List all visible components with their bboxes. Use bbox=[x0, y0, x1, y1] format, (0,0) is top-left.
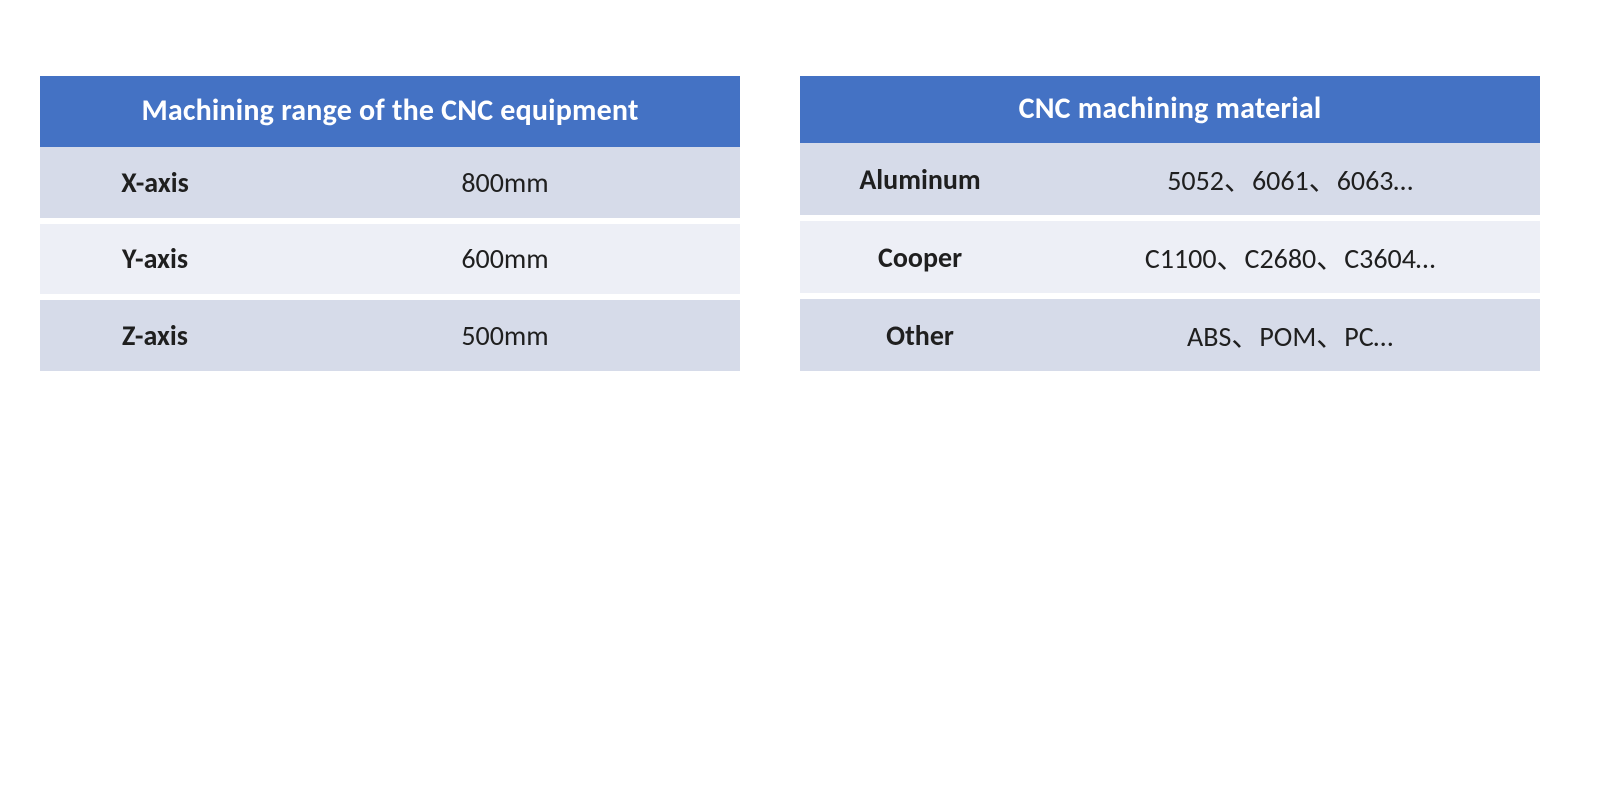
machining-range-title: Machining range of the CNC equipment bbox=[40, 76, 740, 147]
table-row: Cooper C1100、C2680、C3604… bbox=[800, 221, 1540, 293]
material-label: Cooper bbox=[800, 221, 1040, 293]
axis-label: Z-axis bbox=[40, 300, 270, 371]
machining-range-table: Machining range of the CNC equipment X-a… bbox=[40, 76, 740, 371]
table-row: Aluminum 5052、6061、6063… bbox=[800, 143, 1540, 215]
page-container: Machining range of the CNC equipment X-a… bbox=[0, 0, 1600, 371]
material-value: 5052、6061、6063… bbox=[1040, 143, 1540, 215]
machining-material-table: CNC machining material Aluminum 5052、606… bbox=[800, 76, 1540, 371]
material-label: Other bbox=[800, 299, 1040, 371]
axis-value: 800mm bbox=[270, 147, 740, 218]
table-row: Z-axis 500mm bbox=[40, 300, 740, 371]
machining-material-title: CNC machining material bbox=[800, 76, 1540, 143]
table-header-row: Machining range of the CNC equipment bbox=[40, 76, 740, 147]
table-row: Y-axis 600mm bbox=[40, 224, 740, 295]
table-row: X-axis 800mm bbox=[40, 147, 740, 218]
axis-label: Y-axis bbox=[40, 224, 270, 295]
table-row: Other ABS、POM、PC… bbox=[800, 299, 1540, 371]
axis-label: X-axis bbox=[40, 147, 270, 218]
table-header-row: CNC machining material bbox=[800, 76, 1540, 143]
axis-value: 600mm bbox=[270, 224, 740, 295]
material-value: C1100、C2680、C3604… bbox=[1040, 221, 1540, 293]
material-label: Aluminum bbox=[800, 143, 1040, 215]
axis-value: 500mm bbox=[270, 300, 740, 371]
material-value: ABS、POM、PC… bbox=[1040, 299, 1540, 371]
